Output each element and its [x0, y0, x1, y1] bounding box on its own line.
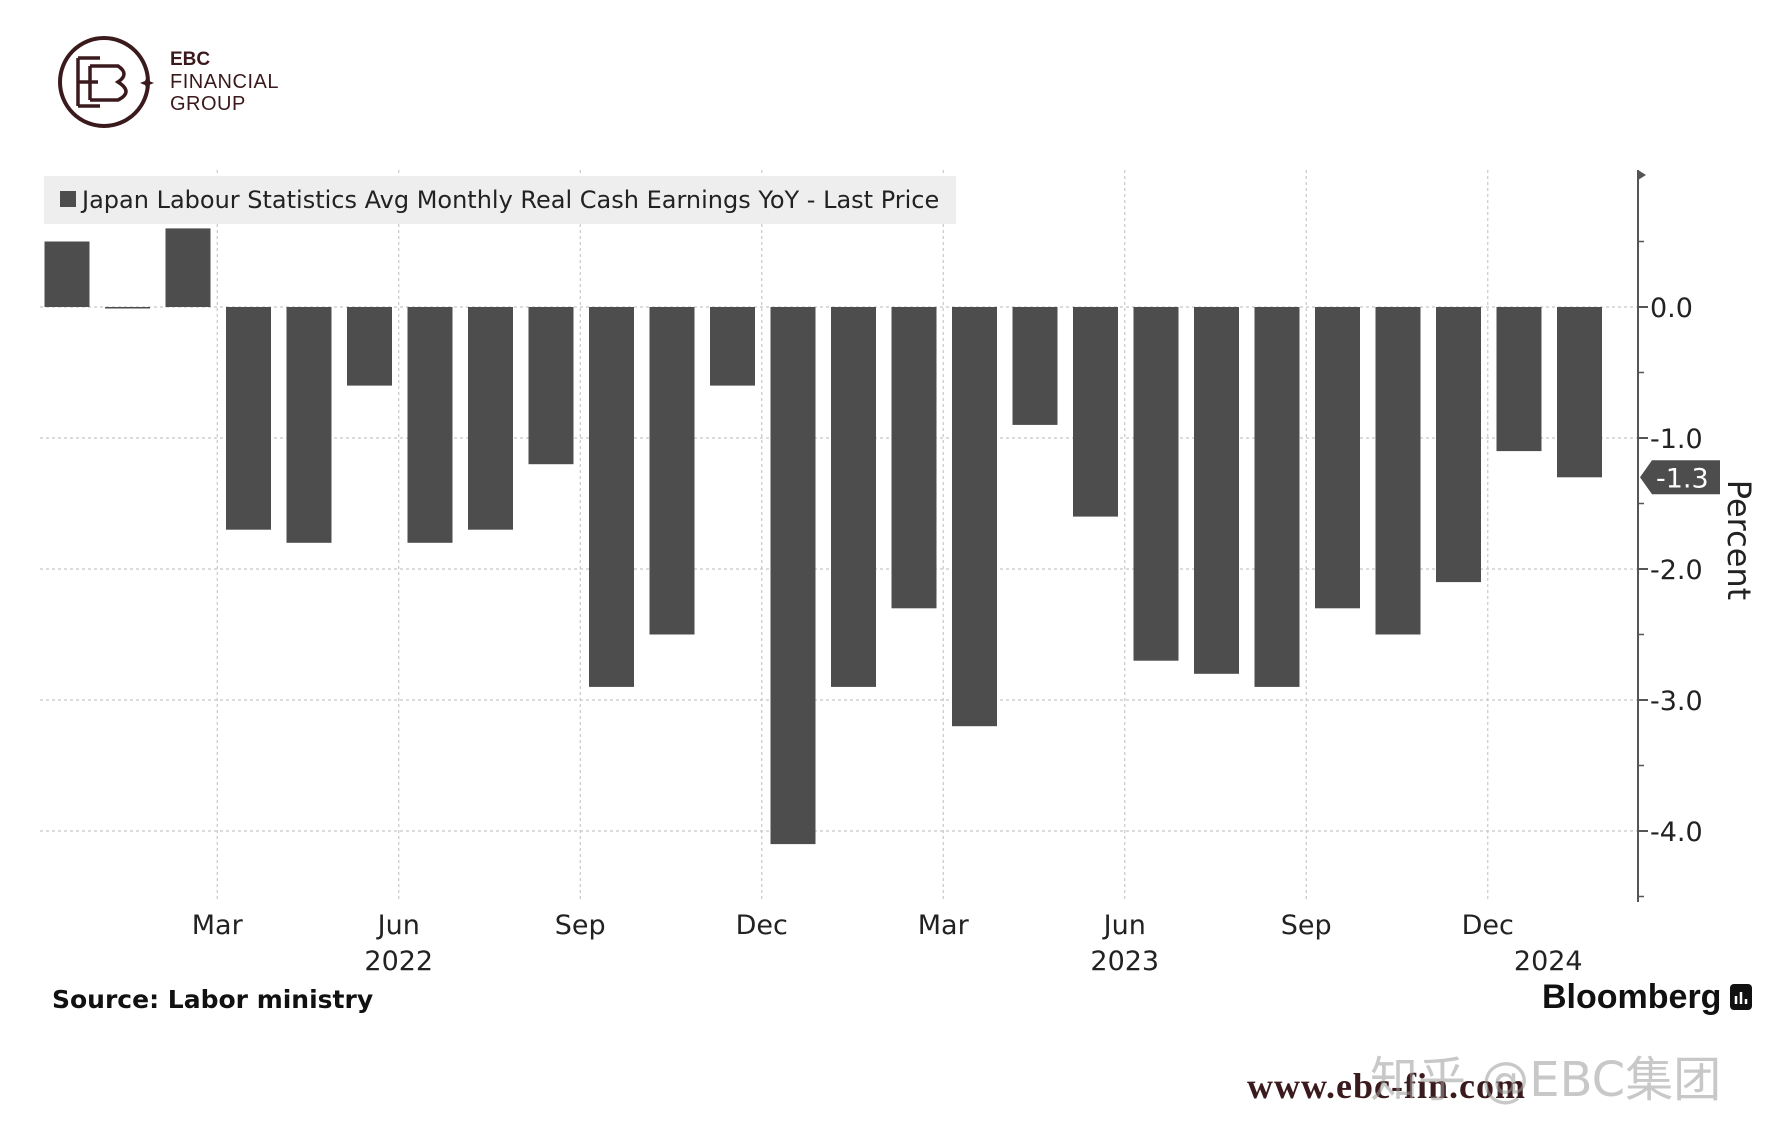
bar	[952, 307, 997, 727]
bar	[347, 307, 392, 386]
bar	[1073, 307, 1118, 517]
bar	[226, 307, 271, 530]
x-tick-label: Dec	[1462, 910, 1514, 941]
source-note: Source: Labor ministry	[52, 985, 373, 1014]
x-year-label: 2023	[1090, 946, 1159, 977]
bar	[1557, 307, 1602, 478]
bloomberg-icon-bars	[1734, 992, 1748, 1004]
bar	[891, 307, 937, 609]
zhihu-watermark: 知乎 @EBC集团	[1370, 1052, 1721, 1108]
bloomberg-wordmark: Bloomberg	[1542, 978, 1721, 1016]
website-url: www.ebc-fin.com	[1247, 1066, 1526, 1106]
bloomberg-brand: Bloomberg	[1542, 978, 1752, 1016]
x-year-label: 2024	[1514, 946, 1583, 977]
y-tick-label: -4.0	[1650, 817, 1703, 848]
bar	[1375, 307, 1421, 635]
legend-background	[44, 176, 956, 224]
y-tick-label: -2.0	[1650, 555, 1703, 586]
legend-swatch	[60, 191, 76, 207]
logo-line-1: EBC	[170, 49, 210, 70]
bar	[1315, 307, 1360, 609]
legend-label: Japan Labour Statistics Avg Monthly Real…	[80, 186, 939, 214]
bar	[165, 228, 211, 307]
bar	[589, 307, 634, 687]
last-value-badge	[1640, 460, 1720, 495]
y-axis-cap	[1638, 170, 1646, 180]
year-labels: 2022 2023 2024	[364, 946, 1582, 977]
bar	[1012, 307, 1058, 425]
logo-line-2: FINANCIAL	[170, 71, 279, 93]
y-axis	[1637, 170, 1648, 902]
x-tick-label: Mar	[192, 910, 244, 941]
x-tick-label: Sep	[1281, 910, 1332, 941]
bar	[710, 307, 755, 386]
bar	[105, 307, 150, 309]
y-tick-label: -1.0	[1650, 424, 1703, 455]
x-tick-label: Jun	[1102, 910, 1146, 941]
bar	[1194, 307, 1239, 674]
bar	[1254, 307, 1300, 687]
x-tick-label: Jun	[376, 910, 420, 941]
x-tick-labels: Mar Jun Sep Dec Mar Jun Sep Dec	[192, 910, 1514, 941]
plot-area: 0.0 -1.0 -2.0 -3.0 -4.0 Mar Jun Sep Dec Mar Jun Se…	[40, 170, 1703, 977]
bar	[44, 241, 90, 307]
x-tick-label: Mar	[918, 910, 970, 941]
ebc-logo: EBC FINANCIAL GROUP	[58, 36, 279, 128]
y-tick-labels: 0.0 -1.0 -2.0 -3.0 -4.0	[1650, 293, 1703, 848]
bar	[1436, 307, 1481, 583]
bar	[286, 307, 332, 543]
bar	[649, 307, 695, 635]
y-tick-label: 0.0	[1650, 293, 1693, 324]
bar	[831, 307, 876, 687]
y-tick-label: -3.0	[1650, 686, 1703, 717]
bar	[1496, 307, 1542, 452]
logo-monogram	[76, 56, 128, 108]
logo-ring	[58, 36, 150, 128]
logo-star-icon	[140, 76, 154, 90]
legend: Japan Labour Statistics Avg Monthly Real…	[44, 176, 956, 224]
x-tick-label: Dec	[736, 910, 788, 941]
last-value-label: -1.3	[1656, 463, 1709, 494]
logo-line-3: GROUP	[170, 93, 246, 115]
bar	[407, 307, 453, 543]
x-tick-label: Sep	[555, 910, 606, 941]
y-axis-title: Percent	[1720, 480, 1758, 600]
x-year-label: 2022	[364, 946, 433, 977]
last-value-marker: -1.3	[1640, 460, 1720, 495]
bar	[1133, 307, 1179, 661]
bar	[528, 307, 574, 465]
bar	[468, 307, 513, 530]
bars	[44, 228, 1602, 845]
bar	[770, 307, 816, 845]
